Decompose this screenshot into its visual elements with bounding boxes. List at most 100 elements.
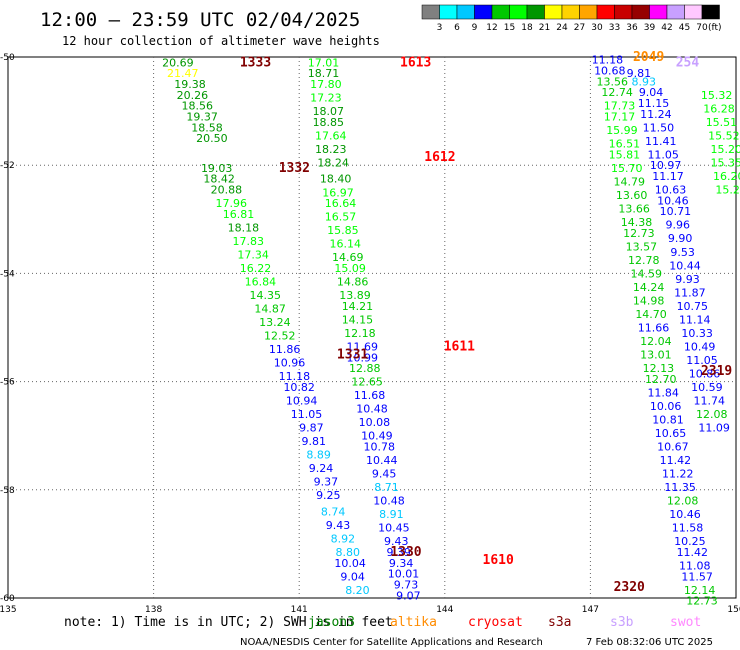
swh-value: 11.58 (672, 522, 704, 535)
swh-value: 18.40 (320, 173, 352, 186)
x-tick-label: 135 (0, 605, 17, 615)
swh-value: 14.70 (635, 308, 667, 321)
footer-note: note: 1) Time is in UTC; 2) SWH is in fe… (64, 615, 393, 630)
color-legend-label: 36 (626, 23, 638, 33)
swh-value: 13.01 (640, 349, 672, 362)
swh-value: 14.21 (342, 300, 374, 313)
swh-value: 10.46 (669, 508, 701, 521)
swh-value: 12.14 (684, 584, 716, 597)
swh-value: 14.69 (332, 251, 364, 264)
swh-value: 11.68 (354, 389, 386, 402)
swh-value: 15.20 (715, 184, 740, 197)
color-legend-unit: (ft) (708, 23, 722, 33)
x-tick-label: 144 (436, 605, 453, 615)
swh-value: 15.52 (708, 129, 740, 142)
y-tick-label: -54 (0, 269, 15, 279)
swh-value: 13.60 (616, 189, 648, 202)
swh-value: 14.79 (613, 175, 645, 188)
color-legend-label: 21 (539, 23, 550, 33)
swh-value: 14.38 (621, 216, 653, 229)
swh-value: 14.59 (630, 267, 662, 280)
swh-value: 11.14 (679, 313, 711, 326)
swh-value: 10.06 (650, 400, 682, 413)
color-legend-label: 12 (486, 23, 497, 33)
swh-value: 18.71 (308, 67, 340, 80)
color-swatch (526, 4, 545, 20)
swh-value: 10.82 (283, 381, 315, 394)
swh-value: 16.14 (330, 238, 362, 251)
mission-legend-swot: swot (670, 615, 701, 630)
data-points: 20.6921.4719.3820.2618.5619.3718.5820.50… (162, 54, 740, 608)
swh-value: 14.87 (254, 303, 286, 316)
color-swatch (509, 4, 528, 20)
swh-value: 11.57 (681, 570, 713, 583)
color-swatch (474, 4, 493, 20)
swh-value: 11.50 (643, 121, 675, 134)
swh-value: 16.57 (325, 211, 357, 224)
swh-value: 10.68 (594, 65, 626, 78)
swh-value: 11.22 (662, 468, 694, 481)
swh-value: 11.24 (640, 108, 672, 121)
color-swatch (596, 4, 615, 20)
mission-legend: jason3 altika cryosat s3a s3b swot (308, 615, 701, 630)
swh-value: 15.70 (611, 162, 643, 175)
swh-value: 20.50 (196, 132, 228, 145)
swh-value: 18.58 (191, 121, 223, 134)
color-swatch (491, 4, 510, 20)
swh-value: 11.42 (660, 454, 692, 467)
swh-value: 11.66 (638, 322, 670, 335)
cycle-label: 1613 (400, 55, 431, 70)
swh-value: 10.67 (657, 441, 689, 454)
swh-value: 9.87 (299, 422, 324, 435)
swh-value: 16.84 (245, 276, 277, 289)
swh-value: 12.74 (601, 86, 633, 99)
swh-value: 10.94 (286, 395, 318, 408)
swh-value: 16.20 (713, 170, 740, 183)
swh-value: 10.45 (378, 522, 410, 535)
swh-value: 9.43 (384, 535, 409, 548)
swh-value: 10.71 (660, 205, 692, 218)
color-swatch (561, 4, 580, 20)
swh-value: 16.97 (322, 186, 354, 199)
swh-value: 11.69 (347, 340, 379, 353)
swh-value: 11.05 (291, 408, 323, 421)
swh-value: 12.73 (686, 595, 718, 608)
swh-value: 10.65 (655, 427, 687, 440)
swh-value: 9.43 (326, 519, 351, 532)
swh-value: 10.49 (684, 340, 716, 353)
swh-value: 12.52 (264, 330, 296, 343)
swh-value: 14.15 (342, 313, 374, 326)
swh-value: 9.45 (372, 468, 397, 481)
swh-value: 16.81 (223, 208, 255, 221)
color-legend-label: 15 (504, 23, 515, 33)
x-tick-label: 141 (291, 605, 308, 615)
swh-value: 9.73 (394, 578, 419, 591)
swh-value: 9.25 (316, 489, 341, 502)
color-swatch (666, 4, 685, 20)
swh-value: 12.78 (628, 254, 660, 267)
axis-ticks: 135 138 141 144 147 150 -50 -52 -54 -56 -58 -60 (0, 53, 740, 615)
color-swatch (456, 4, 475, 20)
color-legend-label: 39 (644, 23, 656, 33)
swh-value: 12.73 (623, 227, 655, 240)
chart-title: 12:00 — 23:59 UTC 02/04/2025 (40, 9, 360, 31)
swh-value: 11.18 (592, 54, 624, 67)
swh-value: 8.74 (321, 505, 346, 518)
swh-value: 10.48 (356, 403, 388, 416)
swh-value: 13.24 (259, 316, 291, 329)
swh-value: 12.70 (645, 373, 677, 386)
swh-value: 17.17 (604, 111, 636, 124)
swh-value: 11.87 (674, 286, 706, 299)
swh-value: 10.97 (650, 159, 682, 172)
color-legend-label: 33 (609, 23, 620, 33)
y-tick-label: -58 (0, 486, 15, 496)
swh-value: 11.18 (279, 370, 311, 383)
swh-value: 17.34 (237, 248, 269, 261)
swh-value: 17.80 (310, 78, 342, 91)
swh-value: 8.89 (306, 449, 331, 462)
color-legend-label: 27 (574, 23, 585, 33)
swh-value: 9.04 (340, 570, 365, 583)
swh-value: 8.20 (345, 584, 370, 597)
swh-value: 9.37 (314, 476, 339, 489)
swh-value: 11.08 (679, 560, 711, 573)
